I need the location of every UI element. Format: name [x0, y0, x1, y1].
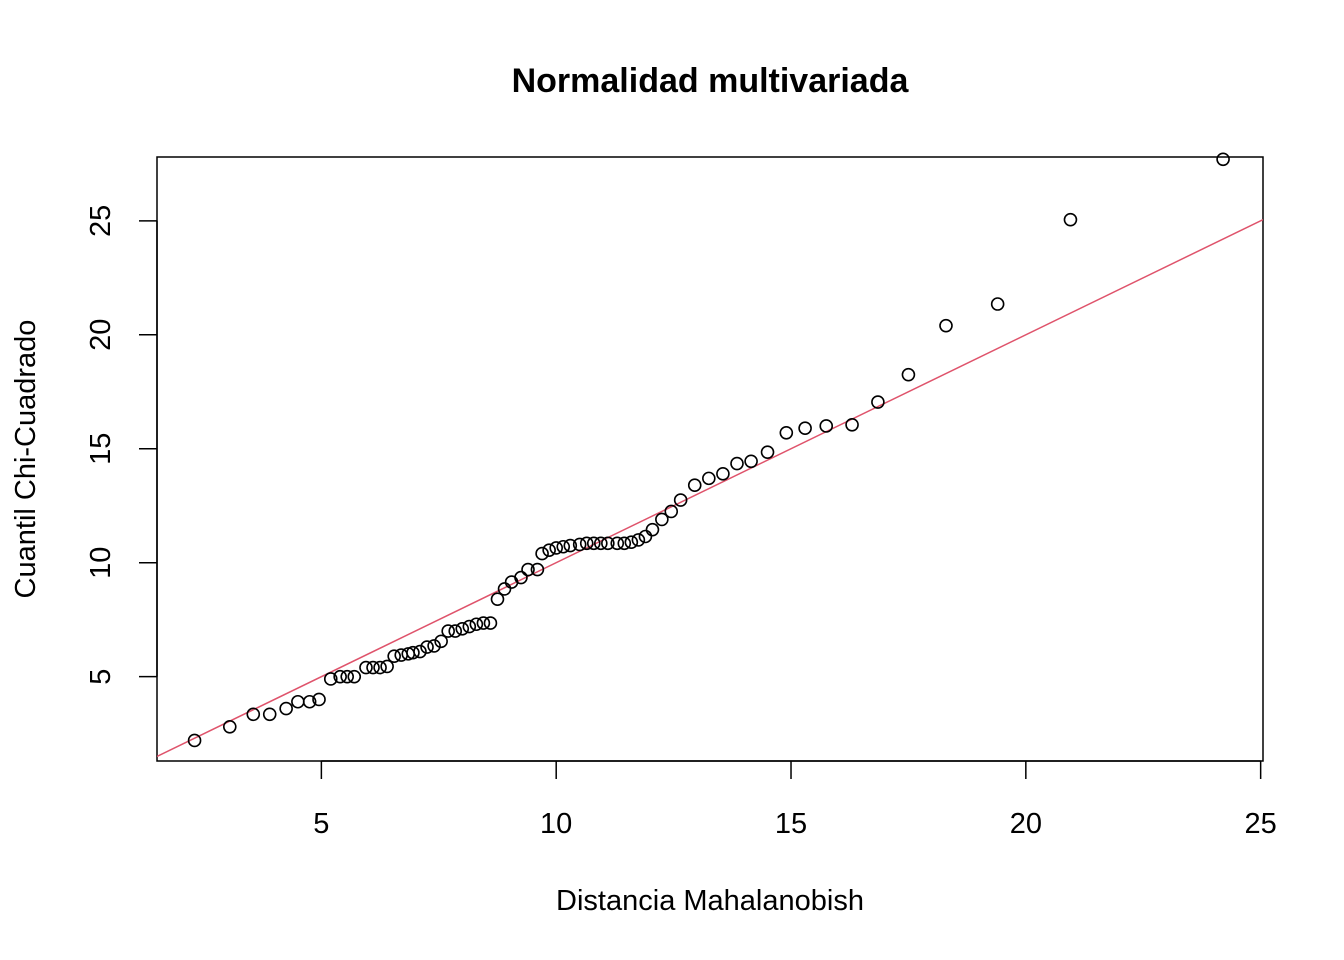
x-tick-label: 10	[540, 808, 572, 840]
data-point	[469, 617, 484, 632]
data-point	[542, 543, 556, 557]
data-point	[187, 733, 202, 748]
plot-frame	[156, 156, 1264, 762]
data-point	[664, 504, 679, 519]
data-point	[1216, 152, 1230, 167]
data-point	[730, 456, 744, 471]
data-point	[716, 467, 730, 481]
y-tick-label: 25	[85, 205, 117, 237]
data-point	[514, 570, 528, 585]
data-point	[413, 644, 427, 659]
x-axis-label: Distancia Mahalanobish	[556, 885, 864, 917]
y-tick-label: 10	[85, 547, 117, 579]
data-point	[279, 701, 293, 716]
reference-line	[157, 219, 1263, 758]
data-point	[819, 419, 834, 433]
data-point	[673, 493, 688, 507]
data-point	[624, 535, 639, 549]
data-point	[302, 694, 317, 709]
data-point	[483, 616, 498, 630]
data-point	[572, 537, 587, 552]
data-point	[563, 538, 578, 553]
data-point	[222, 720, 237, 734]
data-point	[638, 529, 653, 544]
y-axis-label: Cuantil Chi-Cuadrado	[10, 320, 42, 599]
data-point	[420, 640, 434, 654]
data-point	[779, 425, 794, 440]
y-tick-label: 15	[85, 433, 117, 465]
data-point	[312, 692, 326, 707]
data-point	[406, 645, 420, 660]
data-point	[1063, 212, 1078, 227]
x-tick-label: 20	[1010, 808, 1042, 840]
data-point	[441, 624, 455, 638]
chart-title: Normalidad multivariada	[512, 62, 910, 100]
data-point	[448, 624, 463, 638]
x-tick-label: 15	[775, 808, 807, 840]
data-point	[366, 660, 380, 675]
data-point	[610, 536, 625, 551]
data-point	[476, 616, 491, 630]
data-point	[462, 619, 477, 634]
data-point	[601, 536, 615, 551]
data-point	[845, 418, 859, 432]
data-point	[702, 471, 716, 486]
data-point	[530, 562, 545, 577]
data-point	[246, 707, 261, 722]
data-point	[340, 669, 355, 684]
data-point	[521, 562, 535, 577]
data-point	[687, 478, 702, 493]
data-point	[901, 367, 916, 382]
x-tick-label: 25	[1245, 808, 1277, 840]
data-point	[549, 541, 563, 555]
data-point	[387, 649, 401, 663]
data-point	[497, 582, 512, 596]
data-point	[939, 318, 953, 333]
data-point	[427, 639, 441, 653]
data-point	[347, 669, 362, 684]
x-tick-label: 5	[313, 808, 329, 840]
y-tick-label: 20	[85, 319, 117, 351]
data-point	[798, 421, 812, 436]
data-point	[490, 592, 505, 606]
data-point	[535, 546, 549, 561]
data-point	[262, 707, 277, 722]
y-tick-label: 5	[85, 669, 117, 685]
data-point	[455, 622, 470, 636]
data-point	[323, 672, 338, 686]
data-point	[744, 454, 758, 469]
data-point	[373, 660, 387, 675]
data-point	[579, 536, 594, 551]
data-point	[586, 536, 601, 551]
data-point	[359, 660, 373, 675]
data-point	[617, 536, 632, 551]
data-point	[871, 395, 885, 409]
data-point	[645, 522, 660, 537]
data-point	[434, 634, 448, 649]
data-point	[655, 512, 669, 527]
data-point	[556, 539, 571, 554]
data-point	[760, 445, 775, 459]
plot-area: 5 10 15 20 25 5 10 15 20 25	[85, 152, 1277, 840]
data-point	[291, 694, 305, 709]
data-point	[990, 297, 1005, 311]
data-point	[333, 669, 347, 684]
data-point	[380, 659, 394, 674]
data-point	[631, 533, 646, 547]
data-point	[594, 536, 608, 551]
